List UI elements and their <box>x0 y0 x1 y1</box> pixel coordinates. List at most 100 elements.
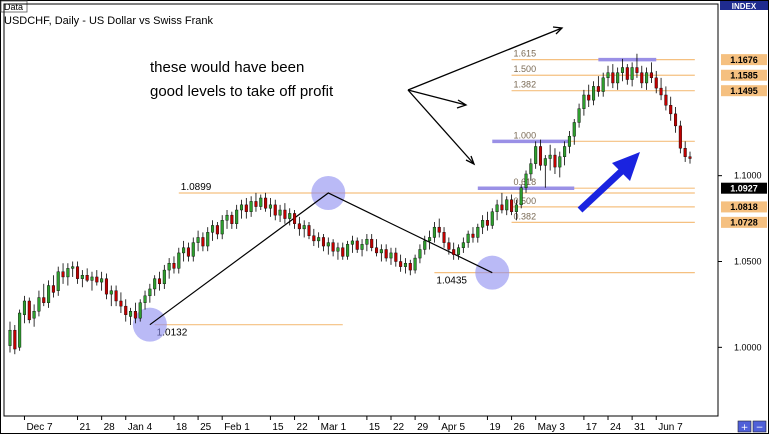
candle <box>230 211 234 229</box>
candle-body <box>148 288 152 297</box>
candle-body <box>47 285 51 303</box>
candle <box>616 67 620 90</box>
candle-body <box>220 220 224 235</box>
candles <box>8 53 692 355</box>
y-axis: 1.1000 1.0500 1.0000 1.1676 1.1585 1.1495 1.09… <box>718 54 767 352</box>
candle <box>418 244 422 264</box>
candle-body <box>572 122 576 137</box>
annotation-line-2: good levels to take off profit <box>150 83 334 100</box>
candle-body <box>341 247 345 257</box>
candle <box>22 295 26 324</box>
candle-body <box>293 213 297 224</box>
candle-body <box>635 67 639 73</box>
candle <box>167 258 171 279</box>
candle <box>326 237 330 255</box>
x-tick-label: Apr 5 <box>441 422 465 433</box>
candle <box>370 234 374 252</box>
candle <box>119 292 123 313</box>
candle <box>481 215 485 235</box>
candle-body <box>630 67 634 80</box>
x-tick-label: 29 <box>417 422 429 433</box>
x-tick-label: 28 <box>104 422 116 433</box>
candle-body <box>490 211 494 226</box>
candle-body <box>172 263 176 269</box>
candle-body <box>27 300 31 321</box>
candle <box>572 119 576 145</box>
candle-body <box>182 247 186 254</box>
price-box <box>721 201 767 213</box>
scroll-left-button[interactable] <box>737 420 752 433</box>
candle <box>350 235 354 253</box>
candle <box>312 228 316 247</box>
candle-body <box>452 249 456 255</box>
candle-body <box>563 146 567 157</box>
candle <box>505 196 509 216</box>
arrowhead-top <box>552 26 564 35</box>
candle <box>384 244 388 262</box>
candle-body <box>259 197 263 207</box>
candle <box>534 141 538 169</box>
candle <box>596 76 600 97</box>
candle-body <box>548 154 552 159</box>
candle <box>442 227 446 248</box>
candle <box>437 218 441 238</box>
nav-buttons: + − <box>737 420 767 433</box>
candle-body <box>104 278 108 295</box>
candle-body <box>601 77 605 92</box>
candle <box>66 263 70 286</box>
fib-level-label: 1.000 <box>514 130 537 140</box>
candle <box>524 170 528 193</box>
candle-body <box>95 276 99 283</box>
candle-body <box>317 237 321 242</box>
candle-body <box>587 94 591 101</box>
price-box <box>721 85 767 97</box>
candle-body <box>13 329 17 350</box>
swing-level-label: 1.0435 <box>436 276 467 287</box>
candle <box>379 244 383 262</box>
swing-level-label: 1.0132 <box>157 328 188 339</box>
candle <box>606 65 610 87</box>
candle-body <box>288 213 292 219</box>
candle <box>399 254 403 272</box>
candle-body <box>413 257 417 271</box>
zigzag-line <box>149 192 493 326</box>
candle <box>447 237 451 255</box>
fib-level-label: 0.500 <box>514 196 537 206</box>
candle <box>235 204 239 229</box>
candle-body <box>51 285 55 293</box>
y-tick-label: 1.0000 <box>734 342 762 352</box>
candle <box>90 271 94 291</box>
candle <box>157 271 162 291</box>
candle <box>71 261 75 277</box>
candle <box>408 259 412 276</box>
candle-body <box>365 238 369 245</box>
candle <box>278 204 282 223</box>
candle-body <box>235 209 239 224</box>
fib-level-label: 0.382 <box>514 211 537 221</box>
x-tick-label: 15 <box>272 422 284 433</box>
candle <box>133 302 137 324</box>
candle <box>678 120 682 154</box>
candle-body <box>606 72 610 79</box>
x-tick-label: 18 <box>176 422 188 433</box>
candle <box>640 65 644 89</box>
candle <box>635 53 639 78</box>
candle-body <box>355 240 359 250</box>
scroll-right-button[interactable] <box>752 420 767 433</box>
candle <box>654 70 658 94</box>
candle-body <box>664 94 668 106</box>
candle-body <box>307 225 311 236</box>
candle-body <box>428 237 432 242</box>
candle <box>360 239 364 257</box>
price-box <box>721 182 767 194</box>
x-tick-label: Mar 1 <box>321 422 347 433</box>
candle-body <box>8 329 12 346</box>
data-tag: Data <box>4 2 23 12</box>
candle <box>403 258 407 274</box>
candle-body <box>558 156 562 168</box>
candle-body <box>625 67 629 80</box>
candle <box>27 297 31 324</box>
candle <box>61 263 65 284</box>
data-tag-box[interactable] <box>0 0 28 13</box>
candle-body <box>302 225 306 230</box>
